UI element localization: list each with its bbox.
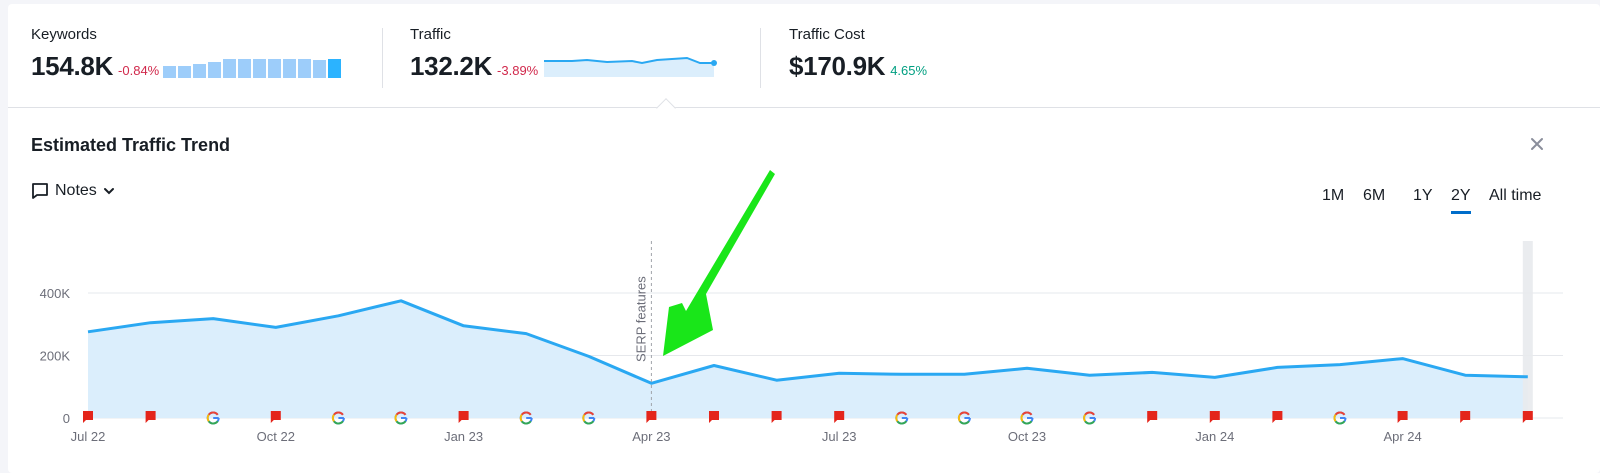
metric-delta: -3.89% [497, 63, 539, 78]
y-tick-label: 400K [40, 286, 71, 301]
annotation-label: SERP features [633, 276, 648, 362]
x-tick-label: Jul 22 [71, 429, 106, 444]
panel-title: Estimated Traffic Trend [31, 135, 231, 155]
green-arrow-annotation [663, 170, 775, 356]
chevron-down-icon [103, 188, 114, 195]
google-update-icon[interactable] [394, 411, 408, 425]
divider [382, 28, 383, 88]
traffic-trend-chart[interactable]: 0 200K 400K SERP features Jul 22 Oct 22 Jan 23… [8, 4, 1600, 473]
google-update-icon[interactable] [519, 411, 533, 425]
notes-dropdown[interactable]: Notes [31, 182, 121, 200]
sparkline-bar [238, 59, 252, 78]
sparkline-bar [178, 66, 192, 78]
note-flag-icon[interactable] [834, 411, 845, 423]
keywords-bar-sparkline [163, 56, 342, 78]
traffic-sparkline [544, 56, 718, 77]
tab-all-time[interactable]: All time [1489, 187, 1542, 204]
traffic-line [87, 299, 1528, 385]
sparkline-bar [253, 59, 267, 78]
sparkline-bar [208, 62, 222, 78]
note-flag-icon[interactable] [1272, 411, 1283, 423]
metric-traffic-cost[interactable]: Traffic Cost $170.9K 4.65% [789, 26, 927, 81]
google-update-icon[interactable] [895, 411, 909, 425]
x-tick-label: Apr 23 [632, 429, 670, 444]
tab-6m[interactable]: 6M [1363, 187, 1386, 204]
google-update-icon[interactable] [1020, 411, 1034, 425]
sparkline-bar [328, 59, 342, 78]
sparkline-bar [193, 64, 207, 78]
google-update-icon[interactable] [1083, 411, 1097, 425]
traffic-widget: Keywords 154.8K -0.84% Traffic 132.2K -3… [8, 4, 1600, 473]
x-tick-label: Jul 23 [822, 429, 857, 444]
sparkline-bar [223, 59, 237, 78]
note-flag-icon[interactable] [270, 411, 281, 423]
metric-delta: 4.65% [890, 63, 928, 78]
tab-2y[interactable]: 2Y [1451, 187, 1471, 214]
close-icon[interactable] [1528, 135, 1546, 153]
y-tick-label: 200K [40, 349, 71, 364]
note-flag-icon[interactable] [771, 411, 782, 423]
metric-label: Traffic [410, 26, 451, 43]
traffic-area [88, 300, 1528, 418]
x-tick-label: Jan 24 [1195, 429, 1234, 444]
summary-bar: Keywords 154.8K -0.84% Traffic 132.2K -3… [8, 4, 1600, 108]
note-flag-icon[interactable] [83, 411, 93, 423]
note-flag-icon[interactable] [1397, 411, 1408, 423]
metric-label: Traffic Cost [789, 26, 865, 43]
metric-traffic[interactable]: Traffic 132.2K -3.89% [410, 26, 720, 81]
sparkline-bar [268, 59, 282, 78]
note-flag-icon[interactable] [709, 411, 719, 423]
x-tick-label: Jan 23 [444, 429, 483, 444]
note-flag-icon[interactable] [1460, 411, 1471, 423]
note-flag-icon[interactable] [1522, 411, 1533, 423]
sparkline-bar [313, 60, 327, 78]
google-update-icon[interactable] [1333, 411, 1347, 425]
tab-1m[interactable]: 1M [1322, 187, 1345, 204]
metric-keywords[interactable]: Keywords 154.8K -0.84% [31, 26, 342, 81]
sparkline-bar [298, 59, 312, 78]
note-flag-icon[interactable] [646, 411, 657, 423]
note-flag-icon[interactable] [1147, 411, 1158, 423]
tab-1y[interactable]: 1Y [1413, 187, 1433, 204]
google-update-icon[interactable] [331, 411, 345, 425]
note-flag-icon[interactable] [145, 411, 156, 423]
metric-value: 132.2K [410, 51, 493, 81]
metric-value: $170.9K [789, 51, 886, 81]
note-flag-icon[interactable] [458, 411, 469, 423]
note-flag-icon[interactable] [1209, 411, 1220, 423]
hover-band [1522, 241, 1533, 418]
metric-delta: -0.84% [118, 63, 160, 78]
divider [760, 28, 761, 88]
sparkline-bar [163, 66, 177, 78]
google-update-icon[interactable] [957, 411, 971, 425]
x-tick-label: Oct 23 [1008, 429, 1046, 444]
google-update-icon[interactable] [206, 411, 220, 425]
google-update-icon[interactable] [582, 411, 596, 425]
notes-label: Notes [55, 182, 97, 199]
x-tick-label: Oct 22 [257, 429, 295, 444]
sparkline-bar [283, 59, 297, 78]
metric-label: Keywords [31, 26, 97, 43]
comment-icon [32, 183, 48, 199]
x-tick-label: Apr 24 [1383, 429, 1421, 444]
y-tick-label: 0 [63, 411, 70, 426]
metric-value: 154.8K [31, 51, 114, 81]
